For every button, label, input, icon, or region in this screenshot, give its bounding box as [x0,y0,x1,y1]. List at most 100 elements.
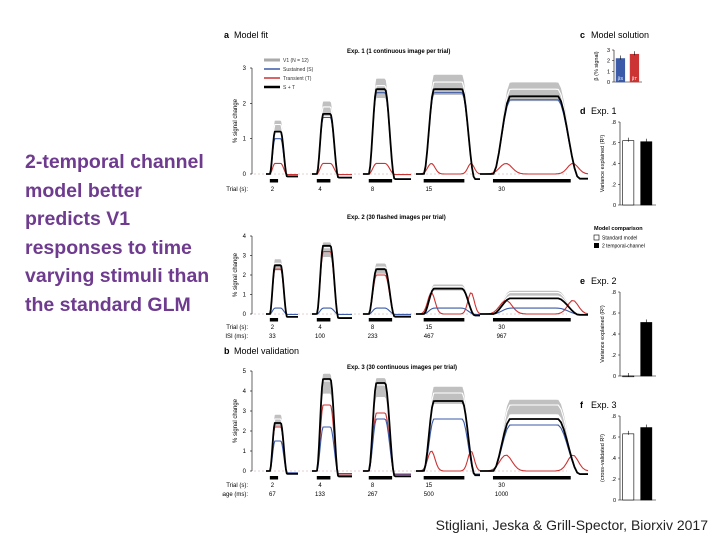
exp3-trial-value: 2 [271,483,275,489]
panel-e-y-tick-label: .4 [611,332,616,338]
exp2-row2-value: 33 [269,334,276,340]
panel-d-title: Exp. 1 [591,106,617,116]
exp2-y-tick-label: 2 [243,273,247,279]
exp2-trial-value: 15 [425,325,432,331]
exp1-transient-line [416,162,481,175]
panel-c-y-tick-label: 1 [607,69,610,75]
panel-c-y-label: β (% signal) [594,51,600,80]
exp2-stimulus-bar [269,318,279,322]
exp3-sum-line [266,422,298,475]
panel-f-y-tick-label: .8 [611,414,616,420]
exp2-trial-value: 8 [371,325,375,331]
exp3-sum-line [312,378,352,478]
exp1-trial-value: 15 [425,187,432,193]
legend-label-sum: S + T [283,85,295,91]
exp2-row2-value: 233 [368,334,379,340]
panel-e-y-tick-label: .8 [611,290,616,296]
model-comparison-legend: Model comparison Standard model 2 tempor… [593,226,645,250]
exp3-stimulus-bar [269,476,279,480]
exp3-row2-value: 1000 [495,492,509,498]
panel-f-title: Exp. 3 [591,400,617,410]
exp3-row2-value: 500 [424,492,435,498]
model-comparison-title: Model comparison [594,226,643,232]
exp1-sum-line [266,130,298,178]
exp2-transient-line [416,292,481,315]
exp2-row2-value: 100 [315,334,326,340]
exp2-y-tick-label: 3 [243,254,247,260]
exp1-stimulus-bar [316,179,331,183]
exp3-row2-value: 67 [269,492,276,498]
exp1-title: Exp. 1 (1 continuous image per trial) [347,49,450,55]
exp1-y-tick-label: 1 [243,137,247,143]
legend-label-sustained: Sustained (S) [283,67,314,73]
panel-d-y-tick-label: .4 [611,162,616,168]
exp1-trial-label: Trial (s): [226,187,248,193]
exp3-y-label: % signal change [233,398,239,443]
panel-d-y-tick-label: 0 [613,203,616,209]
citation: Stigliani, Jeska & Grill-Spector, Biorxi… [435,517,708,533]
panel-d-bar-2 [640,141,653,206]
exp2-stimulus-bar [316,318,331,322]
panel-e-bar-2 [640,322,653,377]
exp2-sum-line [266,264,298,318]
panel-c-category-label: βS [618,76,624,81]
model-comparison-swatch-standard [593,234,600,241]
exp3-trial-value: 30 [498,483,505,489]
exp3-stimulus-bar [316,476,331,480]
panel-c-y-tick-label: 3 [607,48,610,54]
exp2-y-label: % signal change [233,252,239,297]
exp2-row2-value: 467 [424,334,435,340]
panel-e-title: Exp. 2 [591,276,617,286]
exp2-trial-value: 4 [318,325,322,331]
exp2-y-tick-label: 1 [243,293,247,299]
exp1-stimulus-bar [423,179,465,183]
exp2-y-tick-label: 4 [243,234,247,240]
panel-d-y-tick-label: .2 [611,182,616,188]
exp3-sum-line [363,382,411,478]
exp3-y-tick-label: 2 [243,429,247,435]
panel-f-bar-2 [640,427,653,501]
exp2-trial-value: 30 [498,325,505,331]
panel-f-y-tick-label: 0 [613,498,616,504]
panel-c-category-label: βT [632,76,638,81]
exp2-data-band [480,290,588,316]
panel-e-y-label: Variance explained (R²) [600,305,606,363]
exp1-stimulus-bar [492,179,571,183]
exp3-sum-line [480,418,588,475]
exp1-y-tick-label: 3 [243,66,247,72]
panel-e-y-tick-label: .2 [611,353,616,359]
exp2-sustained-line [363,307,411,315]
exp2-row2-value: 967 [497,334,508,340]
exp2-title: Exp. 2 (30 flashed images per trial) [347,215,446,221]
exp2-sum-line [416,287,480,317]
exp1-sum-line [416,88,480,180]
exp3-y-tick-label: 3 [243,409,247,415]
panel-f-y-tick-label: .2 [611,477,616,483]
exp3-trial-value: 8 [371,483,375,489]
exp1-trial-value: 8 [371,187,375,193]
exp2-stimulus-bar [423,318,465,322]
panel-d-y-tick-label: .8 [611,120,616,126]
exp3-trial-value: 15 [425,483,432,489]
panel-e-y-tick-label: .6 [611,311,616,317]
panel-f-bar-1 [622,433,635,501]
figure-svg: a Model fit b Model validation c Model s… [216,30,656,504]
exp1-transient-line [363,162,411,176]
exp2-sustained-line [266,307,298,315]
exp2-sustained-line [416,307,480,315]
panel-d-letter: d [580,106,586,116]
exp2-sustained-line [480,307,588,315]
exp1-y-tick-label: 0 [243,172,247,178]
panel-f-y-label: (cross-validated R²) [600,434,606,482]
figure: a Model fit b Model validation c Model s… [216,24,672,519]
panel-c-y-tick-label: 0 [607,80,610,86]
panel-d-y-label: Variance explained (R²) [600,135,606,193]
panel-f-letter: f [580,400,584,410]
panel-d-y-tick-label: .6 [611,141,616,147]
exp2-sum-line [480,297,588,316]
exp2-stimulus-bar [492,318,571,322]
exp1-y-tick-label: 2 [243,101,247,107]
panel-f-y-tick-label: .6 [611,435,616,441]
exp3-stimulus-bar [423,476,465,480]
exp1-trial-value: 30 [498,187,505,193]
